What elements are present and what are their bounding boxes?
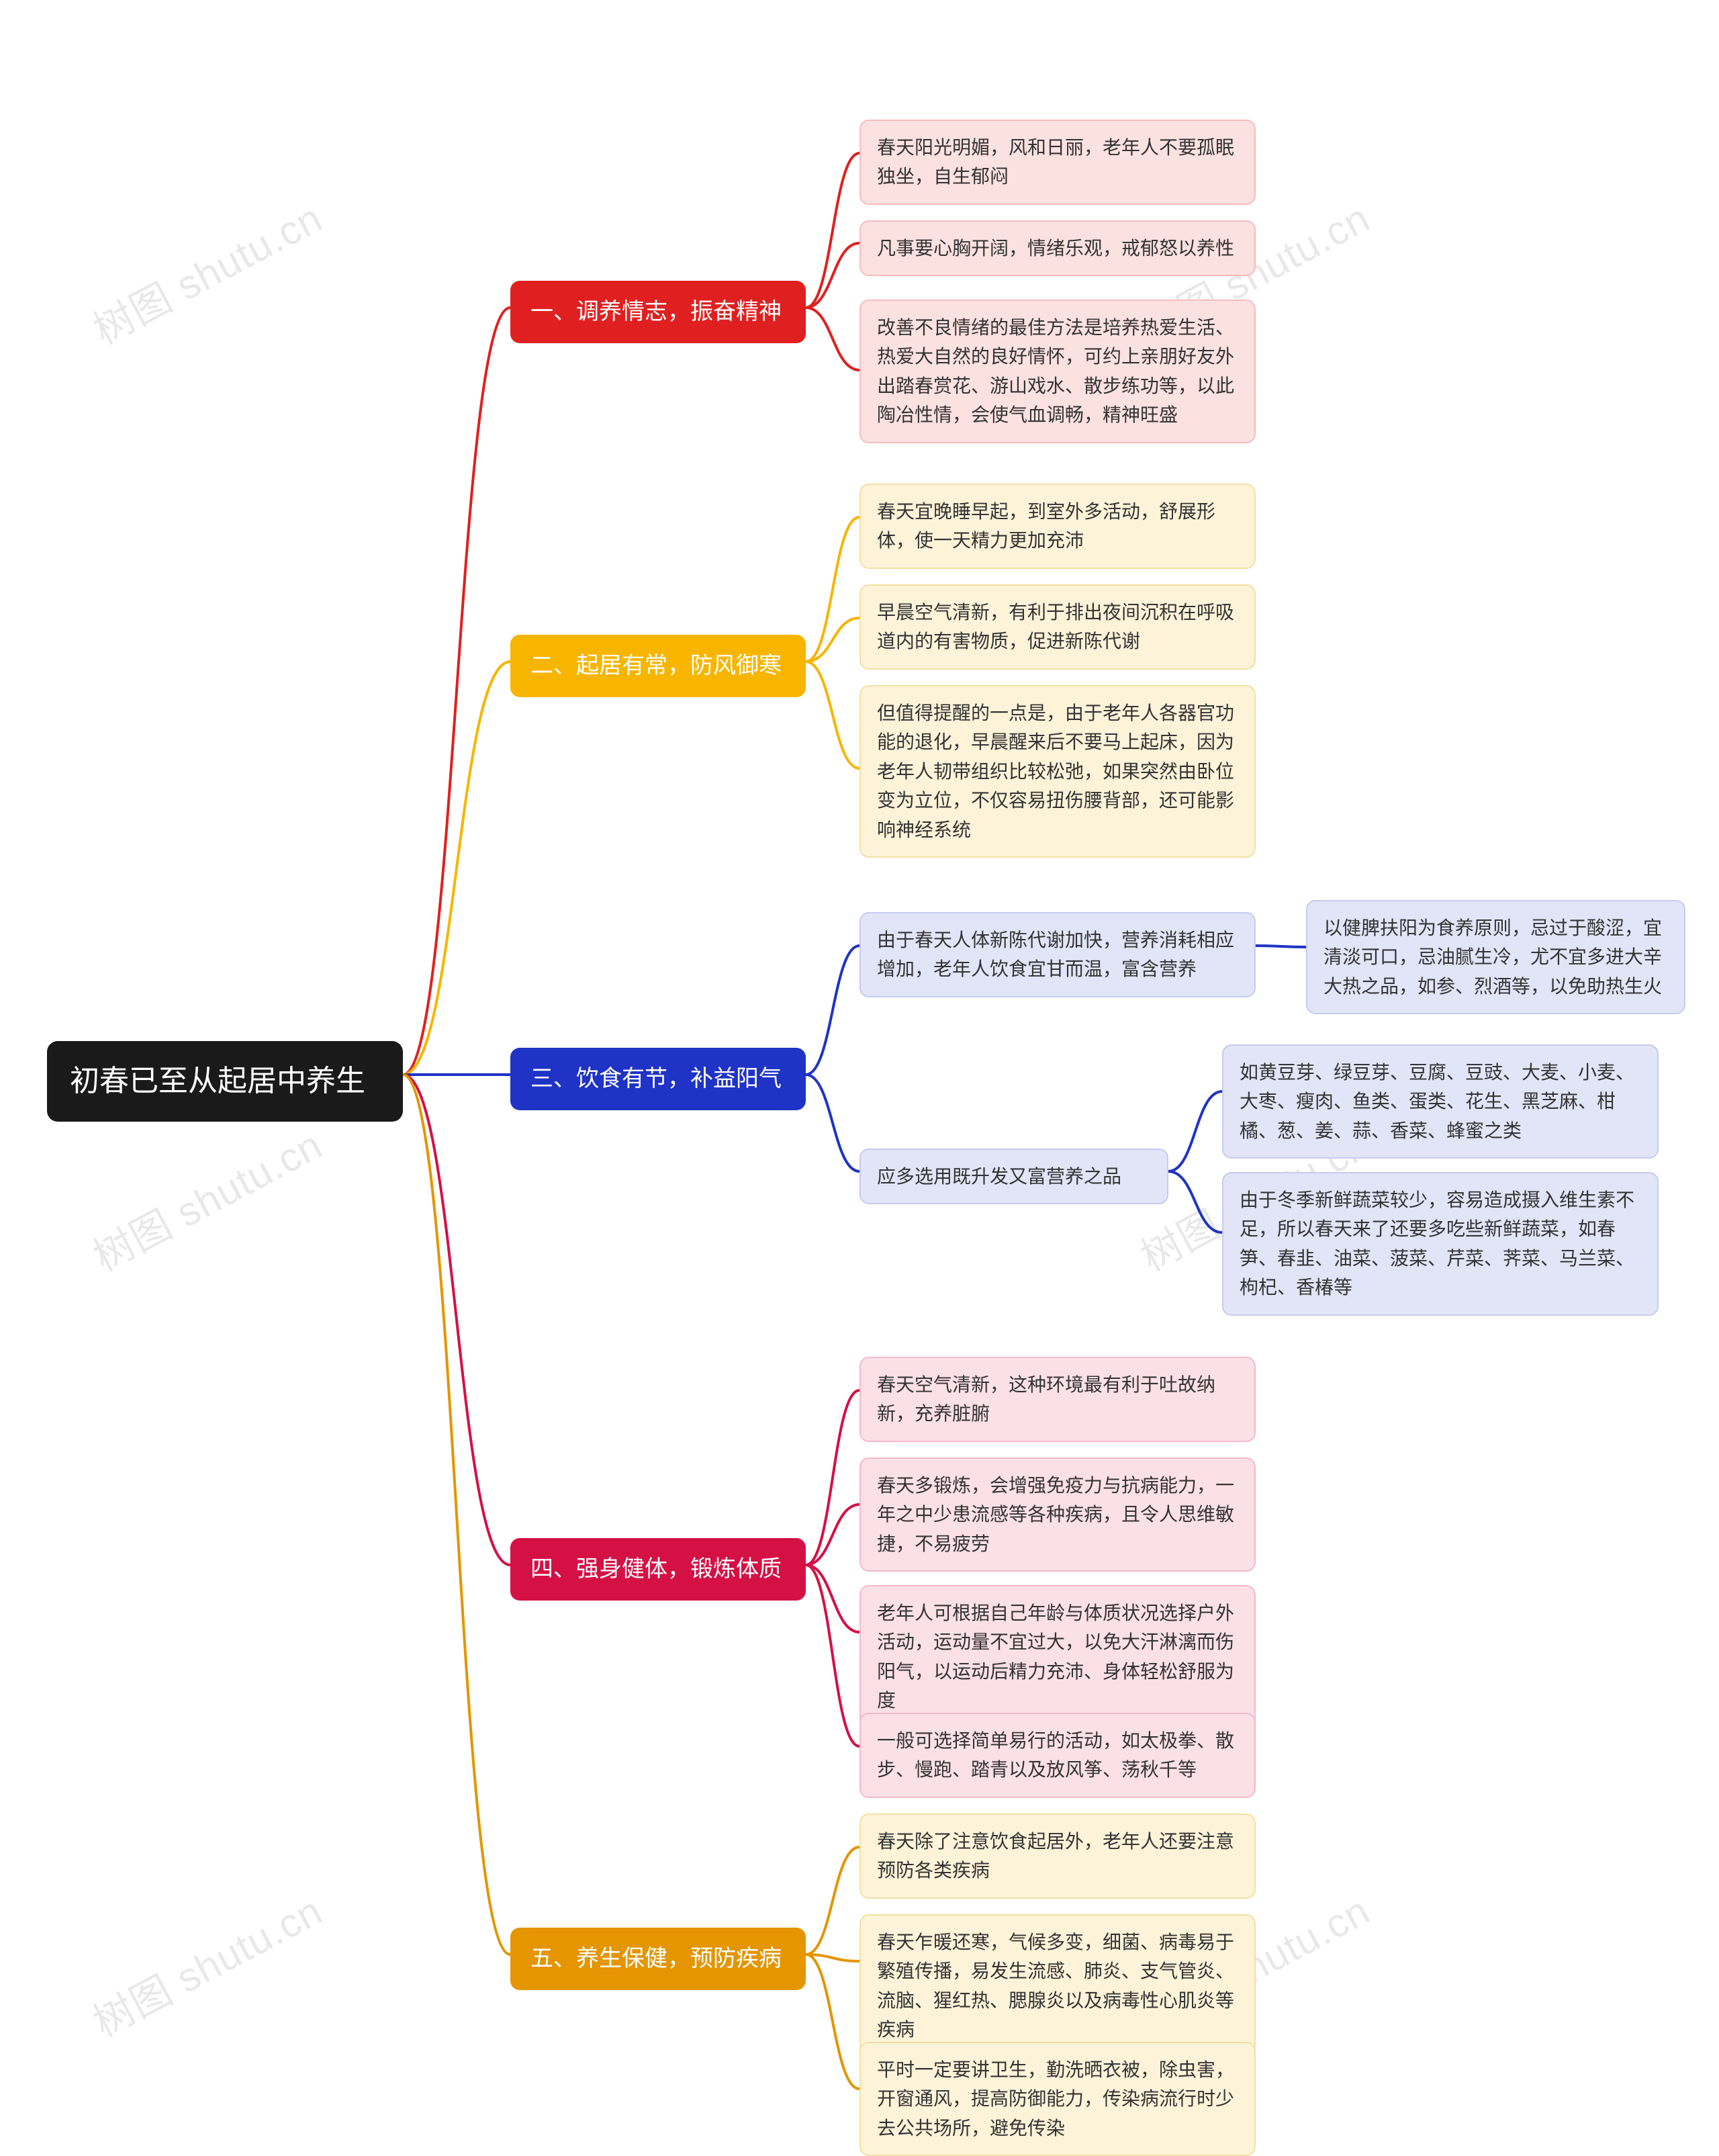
branch-node: 二、起居有常，防风御寒 — [510, 635, 806, 697]
branch-node: 五、养生保健，预防疾病 — [510, 1928, 806, 1990]
leaf-node: 凡事要心胸开阔，情绪乐观，戒郁怒以养性 — [860, 220, 1256, 276]
leaf-node: 早晨空气清新，有利于排出夜间沉积在呼吸道内的有害物质，促进新陈代谢 — [860, 584, 1256, 670]
leaf-node: 平时一定要讲卫生，勤洗晒衣被，除虫害，开窗通风，提高防御能力，传染病流行时少去公… — [860, 2042, 1256, 2156]
leaf-node: 一般可选择简单易行的活动，如太极拳、散步、慢跑、踏青以及放风筝、荡秋千等 — [860, 1713, 1256, 1798]
branch-node: 三、饮食有节，补益阳气 — [510, 1048, 806, 1110]
subleaf-node: 由于冬季新鲜蔬菜较少，容易造成摄入维生素不足，所以春天来了还要多吃些新鲜蔬菜，如… — [1222, 1172, 1659, 1316]
leaf-node: 老年人可根据自己年龄与体质状况选择户外活动，运动量不宜过大，以免大汗淋漓而伤阳气… — [860, 1585, 1256, 1729]
leaf-node: 春天阳光明媚，风和日丽，老年人不要孤眠独坐，自生郁闷 — [860, 120, 1256, 205]
subleaf-node: 如黄豆芽、绿豆芽、豆腐、豆豉、大麦、小麦、大枣、瘦肉、鱼类、蛋类、花生、黑芝麻、… — [1222, 1044, 1659, 1159]
root-node: 初春已至从起居中养生 — [47, 1041, 403, 1122]
subleaf-node: 以健脾扶阳为食养原则，忌过于酸涩，宜清淡可口，忌油腻生冷，尤不宜多进大辛大热之品… — [1306, 900, 1685, 1014]
leaf-node: 但值得提醒的一点是，由于老年人各器官功能的退化，早晨醒来后不要马上起床，因为老年… — [860, 685, 1256, 858]
leaf-node: 春天多锻炼，会增强免疫力与抗病能力，一年之中少患流感等各种疾病，且令人思维敏捷，… — [860, 1457, 1256, 1572]
leaf-node: 春天宜晚睡早起，到室外多活动，舒展形体，使一天精力更加充沛 — [860, 484, 1256, 569]
leaf-node: 改善不良情绪的最佳方法是培养热爱生活、热爱大自然的良好情怀，可约上亲朋好友外出踏… — [860, 300, 1256, 443]
leaf-node: 春天乍暖还寒，气候多变，细菌、病毒易于繁殖传播，易发生流感、肺炎、支气管炎、流脑… — [860, 1914, 1256, 2058]
branch-node: 一、调养情志，振奋精神 — [510, 281, 806, 343]
branch-node: 四、强身健体，锻炼体质 — [510, 1538, 806, 1601]
leaf-node: 由于春天人体新陈代谢加快，营养消耗相应增加，老年人饮食宜甘而温，富含营养 — [860, 912, 1256, 997]
leaf-node: 春天除了注意饮食起居外，老年人还要注意预防各类疾病 — [860, 1813, 1256, 1899]
leaf-node: 春天空气清新，这种环境最有利于吐故纳新，充养脏腑 — [860, 1357, 1256, 1442]
leaf-node: 应多选用既升发又富营养之品 — [860, 1149, 1168, 1204]
